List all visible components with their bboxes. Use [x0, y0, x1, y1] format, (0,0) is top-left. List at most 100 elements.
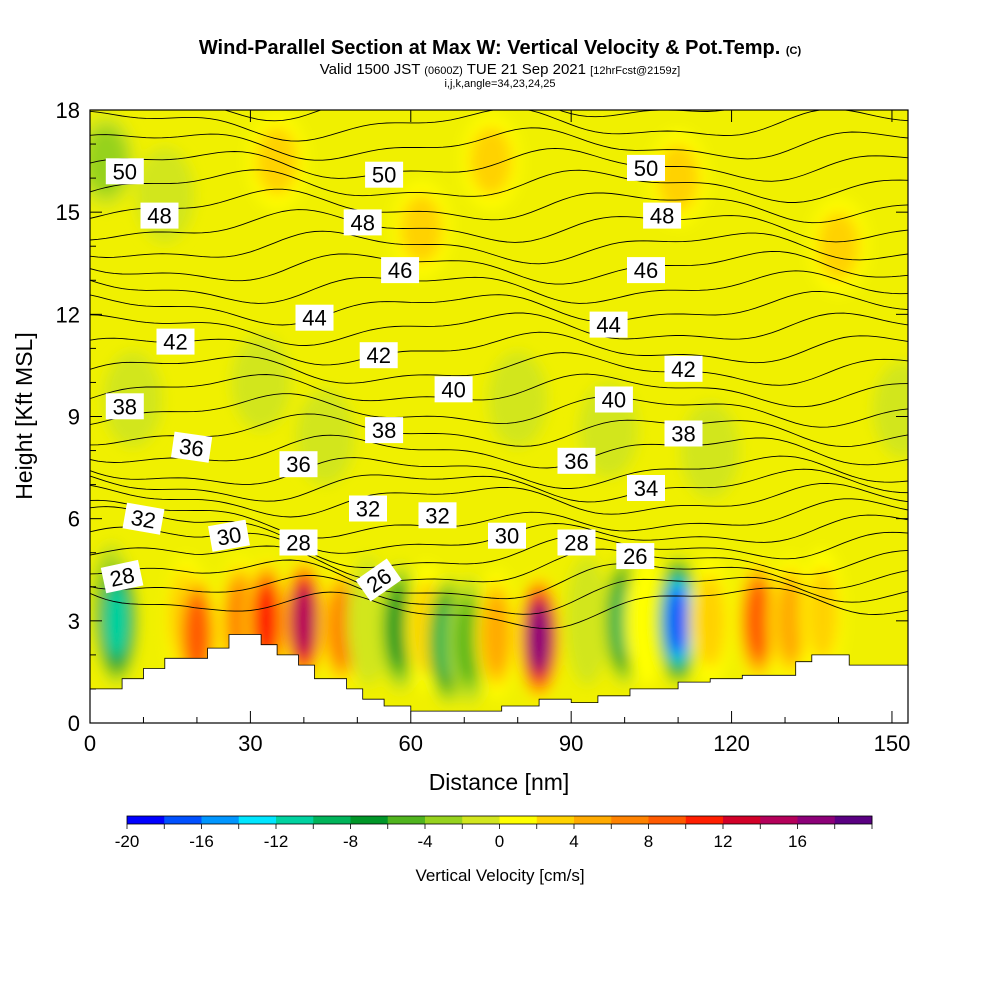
- colorbar-tick-label: -20: [115, 832, 140, 851]
- theta-label-background: [627, 475, 665, 501]
- theta-label-text: 36: [178, 434, 206, 462]
- chart-title-block: Wind-Parallel Section at Max W: Vertical…: [0, 36, 1000, 90]
- colorbar-swatch: [462, 816, 500, 824]
- colorbar-swatch: [127, 816, 165, 824]
- theta-label: 48: [343, 209, 382, 236]
- theta-label: 48: [140, 202, 179, 229]
- theta-label-text: 40: [441, 377, 465, 402]
- theta-label-background: [627, 257, 665, 284]
- y-tick-label: 6: [68, 507, 80, 532]
- theta-contour-line: [90, 169, 908, 203]
- theta-label: 44: [589, 311, 628, 338]
- velocity-cell: [680, 402, 740, 499]
- theta-contour-line: [90, 331, 908, 366]
- velocity-cell: [387, 589, 413, 666]
- theta-contour-line: [90, 482, 908, 518]
- colorbar-tick-label: 12: [714, 832, 733, 851]
- theta-contour-line: [90, 498, 908, 539]
- colorbar-title: Vertical Velocity [cm/s]: [415, 866, 584, 885]
- colorbar-tick-label: 0: [495, 832, 504, 851]
- velocity-cell: [776, 579, 804, 662]
- theta-contour-line: [90, 455, 908, 489]
- colorbar-swatch: [276, 816, 314, 824]
- theta-contour-line: [90, 209, 908, 243]
- theta-label-text: 36: [286, 452, 310, 477]
- velocity-cell: [656, 143, 700, 213]
- theta-label: 44: [295, 304, 334, 331]
- velocity-cell: [528, 604, 551, 671]
- theta-label: 38: [365, 417, 404, 444]
- colorbar-tick-label: 4: [569, 832, 578, 851]
- theta-label: 46: [627, 257, 665, 284]
- theta-contour-line: [90, 270, 908, 304]
- velocity-cell: [565, 556, 609, 686]
- theta-label: 36: [557, 447, 596, 474]
- theta-label-text: 34: [634, 476, 658, 501]
- colorbar-swatch: [723, 816, 761, 824]
- theta-label: 32: [349, 495, 387, 522]
- velocity-cell: [469, 126, 513, 196]
- theta-label-background: [349, 495, 387, 522]
- theta-label-text: 26: [623, 544, 647, 569]
- theta-label: 30: [208, 519, 250, 552]
- theta-label: 42: [156, 328, 195, 355]
- x-tick-label: 150: [874, 731, 911, 756]
- velocity-cell: [694, 573, 726, 668]
- theta-label-text: 38: [113, 394, 137, 419]
- theta-label: 46: [381, 257, 420, 284]
- theta-label-text: 42: [163, 330, 187, 355]
- theta-label-background: [100, 559, 144, 594]
- theta-contour-line: [90, 352, 908, 386]
- theta-label-background: [557, 447, 596, 474]
- theta-contour-line: [90, 393, 908, 428]
- theta-label-text: 46: [634, 258, 658, 283]
- colorbar: -20 -16 -12 -8 -4 0 4 8 12 16: [115, 815, 873, 851]
- theta-contour-line: [90, 575, 908, 615]
- theta-contour-line: [90, 127, 908, 161]
- forecast-info: [12hrFcst@2159z]: [590, 65, 681, 77]
- theta-label-background: [156, 328, 195, 355]
- theta-label-text: 48: [350, 210, 374, 235]
- potential-temperature-contours: [90, 110, 908, 629]
- theta-label: 50: [627, 154, 665, 181]
- theta-label-text: 44: [302, 306, 326, 331]
- theta-label: 50: [365, 161, 404, 188]
- velocity-cell: [482, 593, 510, 676]
- colorbar-swatch: [499, 816, 538, 824]
- theta-label-background: [643, 202, 682, 229]
- theta-label: 36: [279, 451, 318, 478]
- theta-label-background: [355, 558, 402, 602]
- y-tick-label: 18: [56, 98, 80, 123]
- x-tick-label: 30: [238, 731, 262, 756]
- theta-label-background: [664, 420, 703, 447]
- y-axis-title: Height [Kft MSL]: [11, 332, 37, 499]
- theta-label-background: [105, 393, 144, 420]
- theta-contour-line: [90, 545, 908, 583]
- theta-label-text: 28: [286, 531, 310, 556]
- chart-title-text: Wind-Parallel Section at Max W: Vertical…: [198, 37, 781, 59]
- theta-label-text: 38: [671, 422, 695, 447]
- velocity-cell: [667, 587, 690, 654]
- colorbar-swatch: [685, 816, 724, 824]
- velocity-cell: [488, 351, 548, 448]
- theta-label-background: [208, 519, 250, 552]
- velocity-cell: [817, 211, 860, 281]
- theta-label: 28: [557, 529, 596, 556]
- theta-label-background: [627, 154, 665, 181]
- colorbar-swatch: [760, 816, 798, 824]
- plot-area: 50 50 50 48 48 48 46 46 44 44 42 42 42 40 40 38 38 38 36 36…: [90, 110, 908, 723]
- velocity-cell: [400, 194, 443, 264]
- valid-utc: (0600Z): [424, 65, 463, 77]
- velocity-cell: [746, 584, 771, 658]
- chart-title: Wind-Parallel Section at Max W: Vertical…: [0, 36, 1000, 63]
- theta-label: 36: [170, 431, 213, 463]
- x-tick-label: 120: [713, 731, 750, 756]
- theta-label: 32: [122, 502, 165, 535]
- theta-label: 38: [105, 393, 144, 420]
- theta-label-text: 50: [113, 159, 137, 184]
- theta-label-background: [557, 529, 596, 556]
- theta-label-text: 48: [650, 204, 674, 229]
- theta-label-background: [418, 502, 457, 529]
- colorbar-swatch: [536, 816, 575, 824]
- colorbar-tick-label: -4: [417, 832, 432, 851]
